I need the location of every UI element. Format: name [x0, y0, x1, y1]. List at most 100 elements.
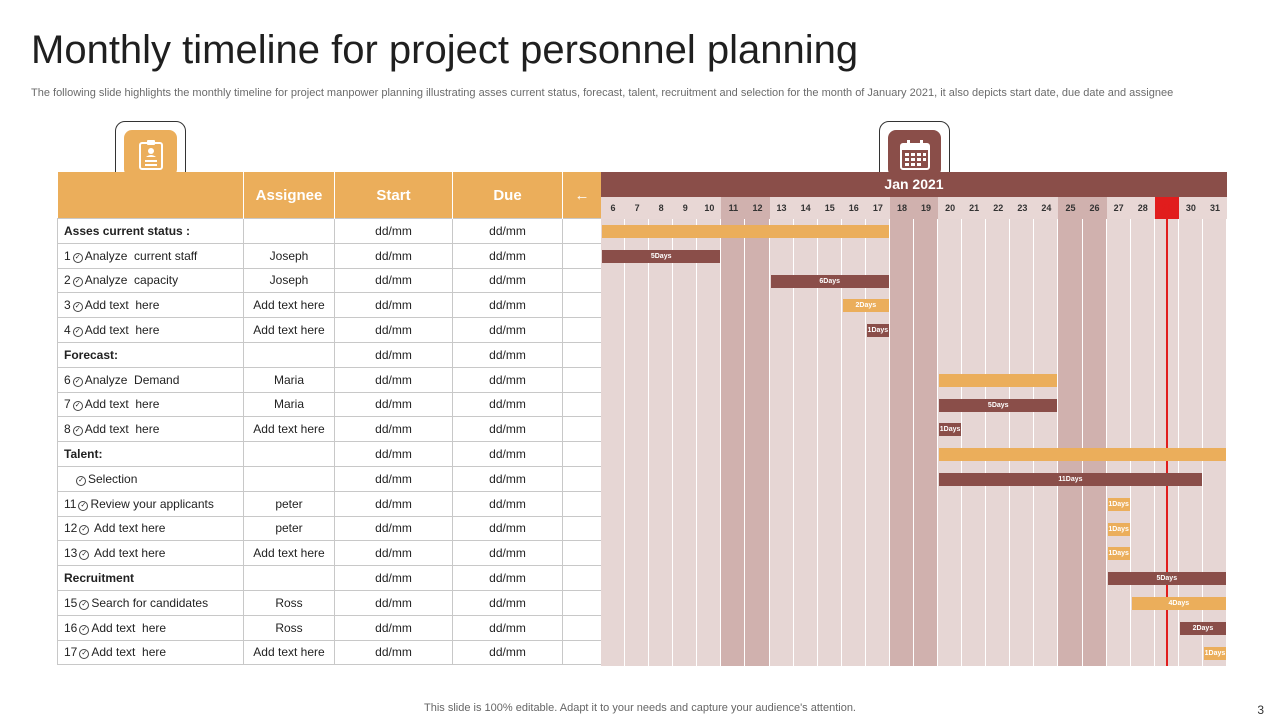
due-date-cell: dd/mm	[452, 416, 563, 443]
start-date-cell: dd/mm	[334, 540, 453, 567]
due-date-cell: dd/mm	[452, 540, 563, 567]
due-date-cell: dd/mm	[452, 242, 563, 269]
page-number: 3	[1257, 703, 1264, 717]
task-label: Analyze current staff	[84, 248, 198, 263]
gantt-bar[interactable]: 1Days	[1203, 646, 1226, 660]
task-number: 13	[64, 546, 78, 561]
gantt-bar[interactable]	[602, 224, 889, 238]
assignee-cell	[243, 441, 335, 467]
task-label: Add text here	[91, 645, 167, 660]
assignee-cell	[243, 341, 335, 368]
weekend-column	[914, 219, 939, 666]
day-label: 22	[986, 197, 1011, 219]
gantt-bar[interactable]	[939, 448, 1226, 462]
day-label: 11	[721, 197, 746, 219]
day-label: 25	[1058, 197, 1083, 219]
slide-title: Monthly timeline for project personnel p…	[31, 28, 859, 72]
day-column	[1178, 219, 1203, 666]
footer-note: This slide is 100% editable. Adapt it to…	[424, 702, 856, 714]
gantt-bar[interactable]: 5Days	[1107, 572, 1226, 586]
start-date-cell: dd/mm	[334, 441, 453, 467]
gantt-bar[interactable]: 5Days	[602, 249, 721, 263]
assignee-cell: Joseph	[243, 267, 335, 294]
calendar-icon	[888, 130, 941, 177]
assignee-cell: peter	[243, 490, 335, 517]
arrow-left-icon[interactable]: ←	[562, 172, 602, 219]
start-date-cell: dd/mm	[334, 490, 453, 517]
day-label: 14	[793, 197, 818, 219]
task-number: 7	[64, 397, 71, 412]
empty-cell	[562, 317, 602, 343]
day-column	[1130, 219, 1155, 666]
day-column	[1034, 219, 1059, 666]
check-circle-icon: ✓	[79, 525, 90, 536]
task-label: Add text here	[84, 397, 160, 412]
gantt-bar[interactable]: 2Days	[842, 299, 889, 313]
task-row: 4 ✓ Add text here Add text here dd/mm dd/mm	[57, 317, 602, 343]
gantt-bar[interactable]: 11Days	[939, 472, 1202, 486]
assignee-cell: Ross	[243, 614, 335, 641]
task-row: 1 ✓ Analyze current staff Joseph dd/mm dd/mm	[57, 242, 602, 269]
category-row: Asses current status : dd/mm dd/mm	[57, 218, 602, 244]
due-date-cell: dd/mm	[452, 614, 563, 641]
check-circle-icon: ✓	[79, 550, 90, 561]
task-row: 17 ✓ Add text here Add text here dd/mm dd/mm	[57, 639, 602, 666]
assignee-cell: Add text here	[243, 292, 335, 319]
due-date-cell: dd/mm	[452, 639, 563, 666]
day-label: 18	[889, 197, 914, 219]
empty-cell	[562, 391, 602, 418]
task-cell: 7 ✓ Add text here	[57, 391, 244, 418]
gantt-bar[interactable]: 6Days	[770, 274, 889, 288]
gantt-bar[interactable]	[939, 373, 1058, 387]
day-label: 8	[649, 197, 674, 219]
start-date-cell: dd/mm	[334, 589, 453, 616]
day-label: 7	[625, 197, 650, 219]
task-label: Talent:	[64, 447, 103, 462]
task-cell: 6 ✓ Analyze Demand	[57, 366, 244, 393]
task-label: Add text here	[84, 422, 160, 437]
due-date-cell: dd/mm	[452, 317, 563, 343]
employee-card-icon	[124, 130, 177, 177]
task-number: 11	[64, 496, 77, 511]
start-date-cell: dd/mm	[334, 366, 453, 393]
weekend-column	[889, 219, 914, 666]
task-cell: 3 ✓ Add text here	[57, 292, 244, 319]
start-date-cell: dd/mm	[334, 416, 453, 443]
check-circle-icon: ✓	[79, 649, 90, 660]
gantt-bar[interactable]: 1Days	[1107, 547, 1130, 561]
gantt-bar[interactable]: 2Days	[1179, 621, 1226, 635]
start-date-cell: dd/mm	[334, 391, 453, 418]
empty-cell	[562, 639, 602, 666]
gantt-bar[interactable]: 1Days	[939, 423, 962, 437]
gantt-bar[interactable]: 1Days	[866, 324, 889, 338]
assignee-cell	[243, 465, 335, 492]
weekend-column	[721, 219, 746, 666]
gantt-bar[interactable]: 1Days	[1107, 522, 1130, 536]
check-circle-icon: ✓	[76, 475, 86, 486]
slide-subtitle: The following slide highlights the month…	[31, 87, 1174, 99]
task-cell: 2 ✓ Analyze capacity	[57, 267, 244, 294]
task-row: 11 ✓ Review your applicants peter dd/mm dd/mm	[57, 490, 602, 517]
task-row: 8 ✓ Add text here Add text here dd/mm dd/mm	[57, 416, 602, 443]
day-label: 9	[673, 197, 698, 219]
task-number: 16	[64, 620, 78, 635]
start-date-cell: dd/mm	[334, 317, 453, 343]
task-cell: 15 ✓ Search for candidates	[57, 589, 244, 616]
task-number: 15	[64, 595, 78, 610]
day-label: 6	[601, 197, 626, 219]
gantt-bar[interactable]: 4Days	[1131, 596, 1226, 610]
empty-cell	[562, 515, 602, 542]
gantt-bar[interactable]: 5Days	[939, 398, 1058, 412]
due-date-cell: dd/mm	[452, 366, 563, 393]
gantt-bar[interactable]: 1Days	[1107, 497, 1130, 511]
task-cell: 8 ✓ Add text here	[57, 416, 244, 443]
task-table: Assignee Start Due ← Asses current statu…	[57, 172, 602, 666]
assignee-cell: Maria	[243, 366, 335, 393]
task-cell: Asses current status :	[57, 218, 244, 244]
task-label: Add text here	[91, 620, 167, 635]
check-circle-icon: ✓	[72, 376, 83, 387]
check-circle-icon: ✓	[79, 599, 90, 610]
check-circle-icon: ✓	[72, 277, 83, 288]
day-label: 19	[914, 197, 939, 219]
task-cell: 16 ✓ Add text here	[57, 614, 244, 641]
